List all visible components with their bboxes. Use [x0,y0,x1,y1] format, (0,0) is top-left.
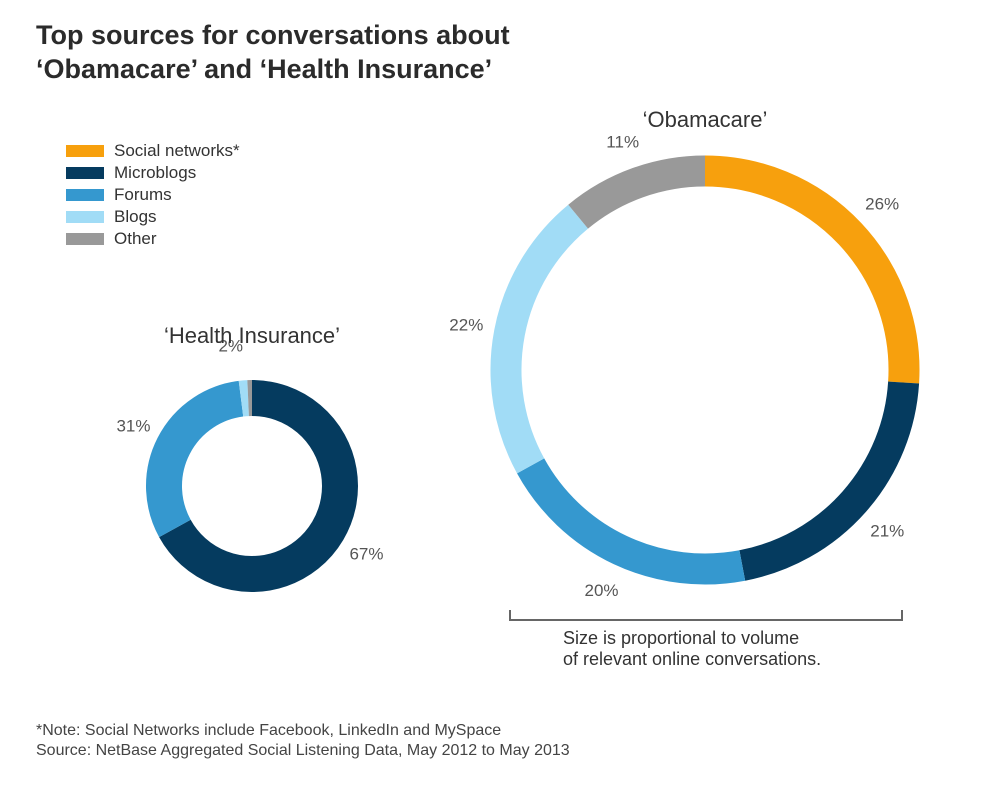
legend-item-social-networks: Social networks* [66,140,240,162]
legend-swatch-other [66,233,104,245]
label-health-insurance-microblogs: 67% [349,545,383,564]
label-obamacare-other: 11% [606,132,639,151]
slice-obamacare-microblogs [739,381,920,581]
size-note-line-2: of relevant online conversations. [563,649,822,669]
legend-swatch-microblogs [66,167,104,179]
legend-item-blogs: Blogs [66,206,240,228]
slice-obamacare-other [568,155,706,229]
legend-item-forums: Forums [66,184,240,206]
slice-health-insurance-microblogs [159,380,358,592]
label-obamacare-social-networks: 26% [865,195,899,214]
donut-health-insurance: 67% 31% 2%‘Health Insurance’ [116,323,383,592]
legend-swatch-social-networks [66,145,104,157]
legend-label-other: Other [114,229,157,248]
slice-health-insurance-blogs [238,380,250,417]
label-health-insurance-forums: 31% [116,417,150,436]
donut-obamacare: 26% 21% 20% 22% 11%‘Obamacare’ [449,107,920,600]
legend-swatch-forums [66,189,104,201]
donut-title-health-insurance: ‘Health Insurance’ [164,323,340,348]
footer-source: Source: NetBase Aggregated Social Listen… [36,742,570,759]
chart-title: Top sources for conversations about ‘Oba… [36,18,510,86]
chart-title-line-2: ‘Obamacare’ and ‘Health Insurance’ [36,54,493,84]
label-obamacare-microblogs: 21% [870,522,904,541]
size-bracket [509,610,903,621]
legend-item-other: Other [66,228,240,250]
label-obamacare-blogs: 22% [449,315,483,334]
slice-obamacare-blogs [490,204,589,474]
slice-obamacare-forums [517,458,746,585]
legend-label-forums: Forums [114,185,172,204]
size-note-line-1: Size is proportional to volume [563,628,800,648]
legend-label-social-networks: Social networks* [114,141,240,160]
legend-item-microblogs: Microblogs [66,162,240,184]
label-obamacare-forums: 20% [585,581,619,600]
slice-health-insurance-forums [146,380,244,538]
legend-swatch-blogs [66,211,104,223]
size-note: Size is proportional to volume of releva… [563,628,821,670]
legend: Social networks* Microblogs Forums Blogs… [66,140,240,250]
footer-note: *Note: Social Networks include Facebook,… [36,722,502,739]
legend-label-microblogs: Microblogs [114,163,197,182]
slice-obamacare-social-networks [704,155,920,384]
label-health-insurance-blogs: 2% [218,336,243,355]
footer: *Note: Social Networks include Facebook,… [36,721,570,761]
chart-title-line-1: Top sources for conversations about [36,20,510,50]
donut-title-obamacare: ‘Obamacare’ [643,107,768,132]
legend-label-blogs: Blogs [114,207,157,226]
